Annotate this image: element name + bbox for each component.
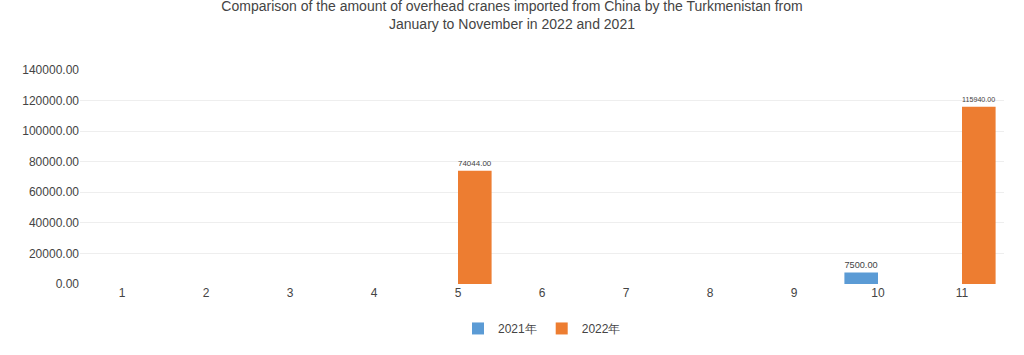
svg-text:1: 1 xyxy=(119,286,126,300)
svg-text:9: 9 xyxy=(791,286,798,300)
svg-text:8: 8 xyxy=(707,286,714,300)
svg-text:Comparison of the amount of ov: Comparison of the amount of overhead cra… xyxy=(221,0,802,32)
svg-text:2021年: 2021年 xyxy=(498,322,537,336)
svg-text:11: 11 xyxy=(956,286,969,300)
svg-text:6: 6 xyxy=(539,286,546,300)
svg-text:115940.00: 115940.00 xyxy=(962,96,995,104)
svg-text:10: 10 xyxy=(871,286,885,300)
svg-text:120000.00: 120000.00 xyxy=(22,94,79,108)
svg-text:100000.00: 100000.00 xyxy=(22,124,79,138)
svg-text:7: 7 xyxy=(623,286,630,300)
svg-text:140000.00: 140000.00 xyxy=(22,63,79,77)
svg-text:2022年: 2022年 xyxy=(582,322,621,336)
svg-text:5: 5 xyxy=(455,286,462,300)
svg-text:2: 2 xyxy=(203,286,210,300)
svg-text:0.00: 0.00 xyxy=(56,277,80,291)
svg-text:74044.00: 74044.00 xyxy=(458,159,492,168)
svg-text:40000.00: 40000.00 xyxy=(29,216,79,230)
svg-text:60000.00: 60000.00 xyxy=(29,185,79,199)
svg-text:7500.00: 7500.00 xyxy=(844,260,877,270)
svg-text:3: 3 xyxy=(287,286,294,300)
svg-text:4: 4 xyxy=(371,286,378,300)
svg-text:80000.00: 80000.00 xyxy=(29,155,79,169)
svg-text:20000.00: 20000.00 xyxy=(29,247,79,261)
